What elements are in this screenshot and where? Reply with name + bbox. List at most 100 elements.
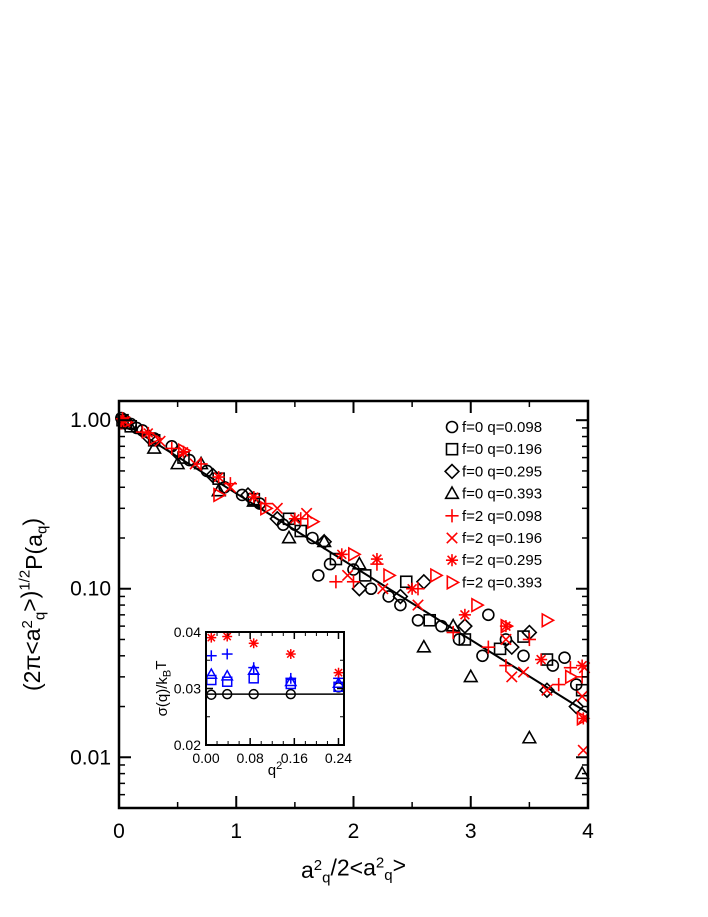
star-marker-d2 [447, 555, 457, 566]
data-point [329, 575, 343, 589]
triangle-marker [416, 638, 432, 653]
data-point [412, 599, 424, 611]
triangle-marker [351, 555, 368, 570]
y-tick-label: 0.10 [70, 578, 111, 601]
data-point [294, 524, 308, 538]
data-point [574, 765, 590, 780]
data-point [558, 651, 571, 664]
inset-plot: 0.00 0.08 0.16 0.24 0.02 0.03 0.04 q2 σ(q)/kBT [153, 624, 353, 779]
star-marker-d2 [371, 554, 382, 565]
x-marker-b [446, 532, 458, 544]
x-marker-b [377, 582, 389, 595]
triangle-marker [247, 663, 261, 675]
circle-marker [558, 651, 571, 664]
legend: f=0 q=0.098 f=0 q=0.196 f=0 q=0.295 f=0 q=0… [443, 419, 542, 591]
triangle-marker [146, 440, 162, 454]
data-point [212, 470, 225, 484]
circle-marker [445, 420, 459, 434]
diamond-marker [503, 639, 520, 656]
inset-x-axis-title: q2 [268, 760, 282, 779]
square-marker [445, 442, 459, 456]
data-point [456, 618, 473, 635]
data-point [517, 649, 530, 663]
data-point [500, 618, 515, 634]
diamond-marker [269, 510, 286, 527]
data-point [399, 575, 413, 589]
x-marker-b [271, 502, 284, 515]
x-marker-b [341, 569, 354, 582]
data-point [517, 666, 530, 678]
data-point [333, 667, 344, 678]
data-point [423, 613, 437, 627]
square-marker [294, 524, 308, 538]
data-point [285, 672, 297, 684]
triangle-right-marker [576, 710, 591, 727]
data-point [204, 667, 218, 679]
y-axis-title: (2π<a2q>)1/2P(aq) [16, 518, 50, 691]
triangle-right-marker [148, 430, 163, 447]
data-point [471, 597, 485, 613]
data-point [194, 457, 208, 471]
data-point [169, 455, 186, 470]
triangle-right-marker [260, 500, 274, 517]
data-point [552, 677, 566, 692]
data-point [248, 662, 260, 673]
square-marker [358, 569, 372, 582]
data-point [247, 490, 260, 504]
label-part: q [34, 526, 51, 534]
inset-series-star [206, 631, 344, 678]
legend-item: f=2 q=0.098 [445, 508, 542, 525]
star-marker-d2 [336, 549, 347, 560]
star-marker-d2 [578, 713, 589, 724]
x-marker-b [500, 633, 512, 646]
diamond-marker [456, 618, 473, 635]
inset-series-triangle [204, 663, 345, 688]
data-point [221, 688, 233, 700]
triangle-right-marker [541, 612, 556, 628]
data-point [394, 598, 407, 612]
legend-label: f=2 q=0.295 [462, 552, 542, 569]
x-tick-label: 3 [465, 820, 477, 843]
data-point [306, 531, 319, 545]
legend-item: f=0 q=0.196 [445, 441, 542, 458]
diamond-marker [568, 698, 585, 715]
label-part: σ(q)/k [154, 677, 171, 717]
inset-x-tick-label: 0.24 [325, 750, 352, 766]
data-point [503, 639, 520, 656]
label-part: ) [19, 518, 45, 526]
label-part: a [301, 857, 314, 883]
legend-item: f=2 q=0.196 [446, 530, 542, 547]
data-point [341, 569, 354, 582]
data-point [271, 502, 284, 515]
triangle-marker [332, 676, 345, 688]
label-part: P(a [21, 534, 47, 570]
data-point [213, 487, 227, 503]
data-point [248, 638, 259, 649]
data-point [445, 509, 459, 523]
circle-marker [312, 569, 325, 582]
data-point [576, 690, 588, 703]
inset-y-tick-label: 0.04 [174, 624, 201, 640]
x-axis-title: a2q/2<a2q> [301, 852, 406, 886]
data-point [463, 668, 479, 683]
data-point [446, 532, 458, 544]
legend-item: f=0 q=0.295 [443, 463, 542, 480]
data-point [500, 633, 512, 646]
circle-marker [306, 531, 319, 545]
star-marker-d2 [407, 583, 418, 594]
x-marker-b [517, 666, 530, 678]
diamond-marker [392, 588, 409, 605]
star-marker-d2 [223, 632, 232, 641]
x-marker-b [412, 599, 424, 611]
triangle-right-marker [178, 442, 192, 459]
circle-marker [482, 608, 495, 622]
label-part: 1/2 [16, 570, 33, 591]
legend-label: f=2 q=0.098 [462, 508, 542, 525]
legend-label: f=0 q=0.196 [462, 441, 542, 458]
data-point [288, 512, 301, 525]
x-tick-label: 1 [230, 820, 242, 843]
label-part: B [161, 670, 173, 677]
data-point [392, 588, 409, 605]
triangle-marker [444, 485, 460, 500]
data-point [332, 676, 345, 688]
